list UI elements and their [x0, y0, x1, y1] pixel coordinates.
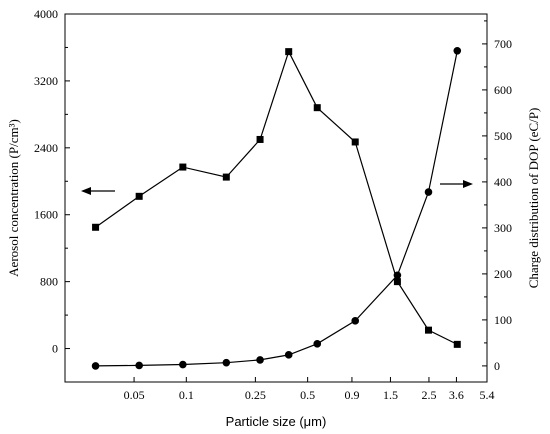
left-y-tick-label: 800	[40, 275, 58, 289]
right-y-tick-label: 0	[494, 359, 500, 373]
right-y-tick-label: 300	[494, 221, 512, 235]
series-lines	[95, 50, 458, 367]
square-data-point	[135, 192, 143, 200]
series-markers	[91, 47, 462, 370]
left-arrow-head	[81, 187, 91, 195]
circle-data-point	[284, 351, 293, 359]
square-data-point	[179, 163, 187, 171]
square-data-point	[453, 340, 461, 348]
square-data-point	[285, 48, 293, 56]
square-data-point	[424, 326, 432, 334]
square-data-point	[313, 104, 321, 112]
x-tick-label: 0.9	[344, 388, 359, 402]
circle-data-point	[424, 188, 433, 196]
left-y-axis-ticks: 0 800 1600 2400 3200 4000	[34, 7, 70, 383]
series-2-line	[95, 50, 458, 367]
square-data-point	[256, 135, 264, 143]
right-y-tick-label: 700	[494, 37, 512, 51]
right-y-axis-ticks: 0 100 200 300 400 500 600 700	[482, 20, 512, 373]
x-tick-label: 1.5	[383, 388, 398, 402]
circle-data-point	[453, 47, 462, 55]
series-1-line	[95, 50, 458, 345]
circle-data-point	[393, 271, 402, 280]
right-y-axis-title: Charge distribution of DOP (eC/P)	[526, 108, 541, 289]
left-y-tick-label: 2400	[34, 141, 58, 155]
x-tick-label: 2.5	[421, 388, 436, 402]
plot-frame	[64, 13, 488, 383]
x-tick-label: 0.25	[245, 388, 266, 402]
left-y-tick-label: 1600	[34, 208, 58, 222]
circle-data-point	[135, 361, 143, 370]
left-y-axis-title: Aerosol concentration (P/cm³)	[6, 119, 21, 277]
x-axis-ticks: 0.05 0.1 0.25 0.5 0.9 1.5 2.5 3.6 5.4	[124, 377, 495, 402]
x-tick-label: 3.6	[449, 388, 464, 402]
right-arrow-head	[463, 180, 473, 188]
axis-indicator-arrows	[81, 180, 473, 195]
right-y-tick-label: 400	[494, 175, 512, 189]
left-y-tick-label: 4000	[34, 7, 58, 21]
left-y-tick-label: 3200	[34, 74, 58, 88]
right-y-tick-label: 500	[494, 129, 512, 143]
x-tick-label: 0.05	[124, 388, 145, 402]
circle-data-point	[256, 356, 264, 364]
square-data-point	[92, 223, 100, 231]
circle-data-point	[222, 358, 231, 367]
square-data-point	[222, 173, 230, 181]
x-tick-label: 0.5	[300, 388, 315, 402]
x-tick-label: 0.1	[179, 388, 194, 402]
right-y-tick-label: 600	[494, 83, 512, 97]
square-data-point	[351, 138, 359, 146]
square-data-point	[393, 278, 401, 286]
x-tick-label: 5.4	[480, 388, 495, 402]
circle-data-point	[179, 360, 187, 369]
circle-data-point	[313, 340, 322, 348]
right-y-tick-label: 200	[494, 267, 512, 281]
left-y-tick-label: 0	[52, 342, 58, 356]
x-axis-title: Particle size (μm)	[226, 414, 327, 429]
right-y-tick-label: 100	[494, 313, 512, 327]
circle-data-point	[91, 362, 100, 370]
circle-data-point	[351, 317, 360, 325]
